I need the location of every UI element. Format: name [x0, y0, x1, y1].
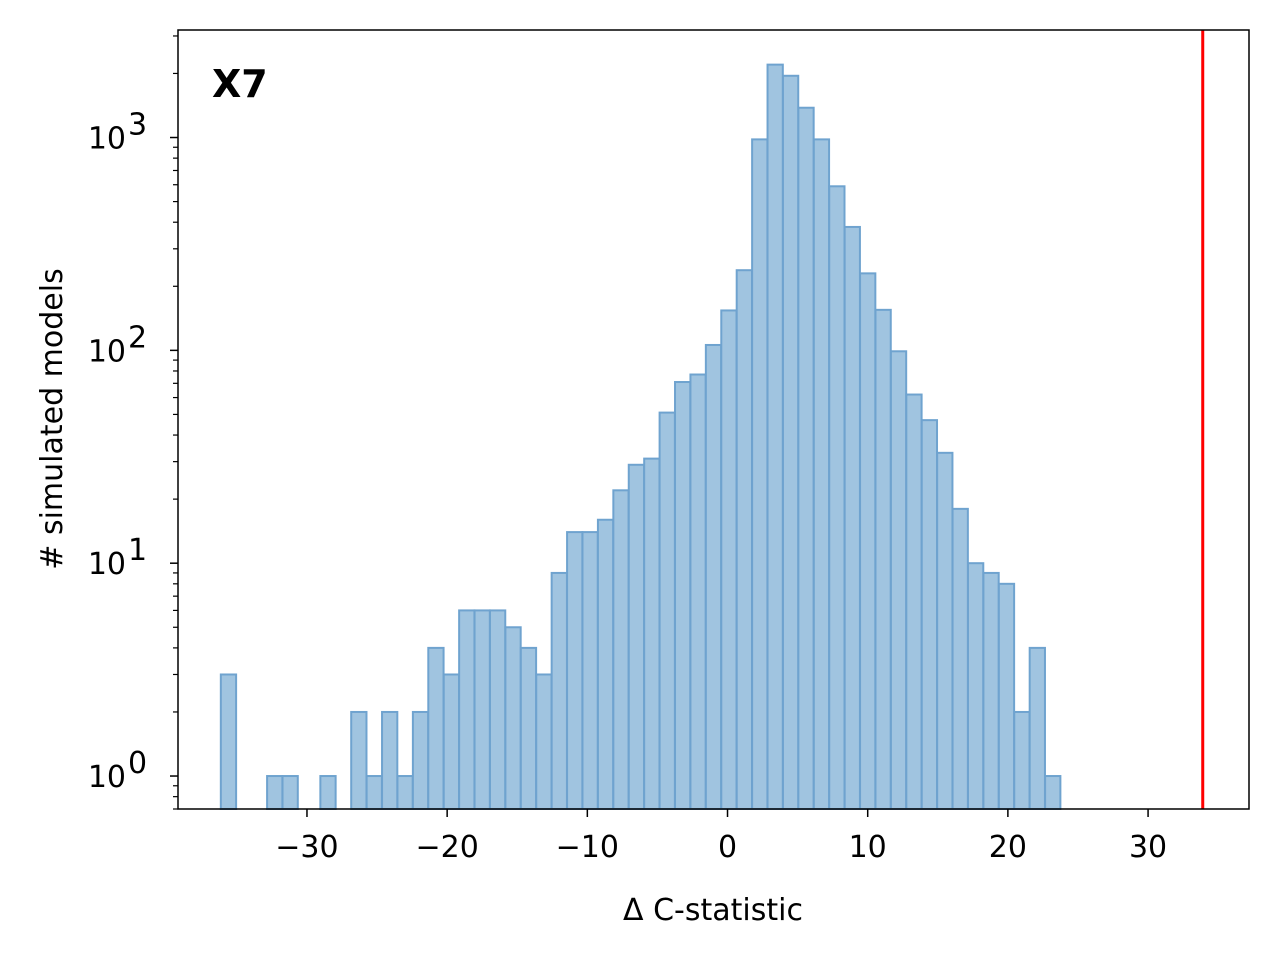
y-tick-label: 10: [88, 334, 126, 369]
histogram-bar-25: [674, 381, 692, 810]
x-axis-label: Δ C-statistic: [623, 893, 803, 928]
histogram-bar-9: [427, 646, 445, 811]
histogram-bar-19: [581, 531, 599, 811]
histogram-bar-32: [781, 74, 800, 810]
histogram-bar-36: [843, 225, 861, 810]
plot-frame: [177, 29, 1250, 810]
histogram-bar-33: [797, 106, 815, 811]
histogram-bar-44: [967, 562, 985, 810]
histogram-bar-4: [350, 710, 368, 811]
histogram-bar-26: [689, 373, 707, 810]
histogram-bar-40: [905, 393, 923, 810]
y-tick-label: 10: [88, 122, 126, 157]
histogram-bar-8: [411, 710, 430, 811]
histogram-bar-21: [612, 489, 630, 810]
y-tick-exponent: 2: [128, 320, 147, 355]
x-tick-label: −10: [556, 830, 619, 865]
histogram-bar-15: [519, 646, 538, 811]
histogram-bar-48: [1028, 646, 1046, 811]
histogram-bar-42: [936, 451, 954, 810]
histogram-bar-2: [281, 775, 299, 811]
histogram-bar-5: [365, 775, 383, 811]
histogram-bar-24: [658, 411, 676, 810]
histogram-bar-11: [458, 609, 476, 810]
y-tick-exponent: 1: [128, 533, 147, 568]
histogram-bar-3: [319, 775, 337, 811]
y-tick-exponent: 3: [128, 108, 147, 143]
x-tick-label: −20: [415, 830, 478, 865]
histogram-bar-0: [219, 673, 238, 810]
x-tick-label: −30: [275, 830, 338, 865]
histogram-bar-45: [982, 571, 1000, 810]
histogram-bar-22: [627, 463, 646, 810]
histogram-bar-17: [550, 571, 568, 810]
histogram-bar-27: [704, 343, 723, 810]
histogram-bar-38: [874, 308, 892, 810]
histogram-bar-46: [997, 582, 1016, 810]
histogram-bar-14: [504, 626, 522, 811]
y-tick-label: 10: [88, 547, 126, 582]
histogram-bar-6: [381, 710, 399, 811]
x-tick-label: 20: [989, 830, 1027, 865]
histogram-bar-28: [720, 309, 738, 810]
y-tick-exponent: 0: [128, 746, 147, 781]
histogram-bar-47: [1013, 710, 1031, 811]
histogram-bar-13: [488, 609, 507, 810]
histogram-bar-41: [920, 419, 939, 810]
histogram-bar-23: [643, 457, 661, 810]
histogram-bar-7: [396, 775, 414, 811]
histogram-bar-16: [535, 673, 553, 810]
histogram-bar-35: [828, 185, 846, 811]
histogram-bar-34: [812, 138, 831, 810]
histogram-bar-12: [473, 609, 491, 810]
x-tick-label: 10: [849, 830, 887, 865]
histogram-bar-39: [889, 350, 908, 810]
x-axis-ticks: −30 −20 −10 0 10 20 30: [275, 809, 1167, 865]
histogram-bar-29: [735, 269, 753, 810]
panel-label: X7: [212, 62, 268, 106]
histogram-bar-43: [951, 507, 969, 810]
histogram-bar-10: [442, 673, 461, 810]
x-tick-label: 30: [1129, 830, 1167, 865]
histogram-bar-31: [766, 63, 784, 810]
histogram-bar-20: [596, 518, 615, 810]
histogram-bar-1: [266, 775, 284, 811]
histogram-bar-37: [859, 272, 877, 810]
y-tick-label: 10: [88, 760, 126, 795]
x-tick-label: 0: [718, 830, 737, 865]
y-axis-label: # simulated models: [35, 268, 70, 569]
histogram-bar-18: [566, 531, 584, 811]
histogram-bar-49: [1044, 775, 1062, 811]
histogram-bar-30: [751, 138, 769, 810]
